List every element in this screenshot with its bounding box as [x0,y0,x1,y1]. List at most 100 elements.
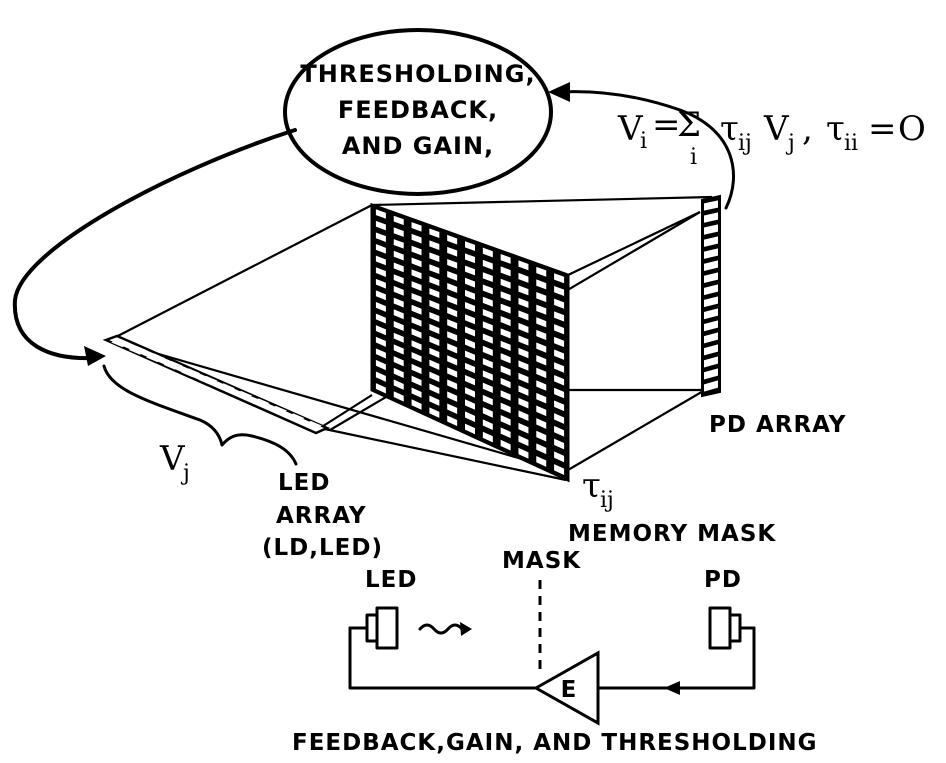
eq-vi-sub: i [640,129,647,154]
eq-vi: V [617,109,644,149]
mask-cell [518,360,529,371]
mask-cell [375,336,386,347]
mask-cell [465,326,475,337]
mask-cell [411,245,422,256]
mask-cell [500,365,511,376]
weighted-sum-equation: V i = Σ i τ ij V j , τ ii = O [617,105,926,170]
mask-cell [536,405,547,417]
circuit-wire-right [596,626,756,690]
mask-cell [375,255,386,266]
mask-cell [447,379,458,390]
mask-cell [429,264,440,275]
tau-label: τ [582,466,601,506]
eq-tau-ii-sub: ii [844,131,858,156]
mask-cell [554,400,565,412]
mask-cell [554,413,565,424]
mask-cell [500,415,511,426]
led-array-label-2: ARRAY [276,503,366,529]
mask-cell [447,391,458,402]
mask-cell [411,304,422,315]
mask-cell [411,281,422,291]
mask-cell [500,402,511,414]
mask-cell [536,392,547,404]
mask-cell [447,270,458,281]
mask-cell [465,423,475,435]
pd-cell [704,212,718,223]
mask-cell [429,383,440,394]
mask-cell [536,266,547,277]
pd-cell [704,332,718,344]
pd-array [701,194,721,398]
led-cell [111,338,131,348]
led-cell [146,353,166,363]
mask-cell [429,252,440,263]
light-wave [418,623,464,635]
led-cell [286,413,305,423]
led-array-label-3: (LD,LED) [262,535,383,561]
mask-cell [482,259,493,270]
mask-cell [393,391,404,402]
pd-cell [704,296,718,308]
pd-cell [704,344,718,356]
mask-cell [375,301,386,312]
led-cell [216,383,235,393]
mask-cell [536,304,547,315]
mask-cell [393,274,404,284]
mask-cell [375,348,386,359]
mask-cell [429,311,440,322]
mask-cell [518,310,529,321]
mask-cell [375,359,386,371]
mask-cell [500,254,511,264]
mask-cell [482,431,493,443]
mask-cell [429,276,440,287]
mask-cell [429,407,440,418]
mask-cell [465,265,475,276]
mask-cell [429,359,440,370]
mask-cell [465,399,475,410]
mask-cell [500,377,511,389]
light-wave-arrowhead [460,622,472,636]
mask-cell [482,284,493,295]
mask-cell [518,372,529,384]
led-cell [198,375,218,385]
mask-cell [411,222,422,232]
mask-cell [518,297,529,308]
mask-cell [465,253,475,264]
mask-cell [447,355,458,366]
mask-cell [554,324,565,335]
pd-cell [704,320,718,332]
mask-cell [518,435,529,447]
mask-cell [411,387,422,398]
mask-cell [482,407,493,418]
mask-cell [411,269,422,280]
mask-cell [375,290,386,301]
mask-cell [465,338,475,349]
mask-cell [393,309,404,320]
mask-cell [375,209,386,219]
memory-mask-cells [375,209,565,476]
mask-cell [429,323,440,334]
pd-to-bubble-arrowhead [548,82,570,102]
mask-cell [411,316,422,327]
mask-cell [393,215,404,226]
mask-cell [500,328,511,339]
mask-cell [500,390,511,401]
circuit-wire-arrowhead [664,681,680,695]
mask-cell [482,345,493,357]
memory-mask [370,202,570,483]
feedback-loop-curve [12,128,297,361]
memory-mask-label: MEMORY MASK [568,521,776,547]
feedback-arrowhead [84,346,106,366]
mask-cell [411,328,422,339]
pd-array-cells [704,200,718,392]
bubble-line-2: FEEDBACK, [338,96,498,124]
mask-cell [482,370,493,381]
led-cell [128,345,148,355]
circuit-caption: FEEDBACK,GAIN, AND THRESHOLDING [292,730,818,756]
eq-equals: = [652,105,681,145]
mask-cell [465,277,475,288]
mask-cell [554,387,565,399]
mask-cell [411,233,422,244]
mask-cell [500,291,511,302]
mask-cell [536,418,547,429]
